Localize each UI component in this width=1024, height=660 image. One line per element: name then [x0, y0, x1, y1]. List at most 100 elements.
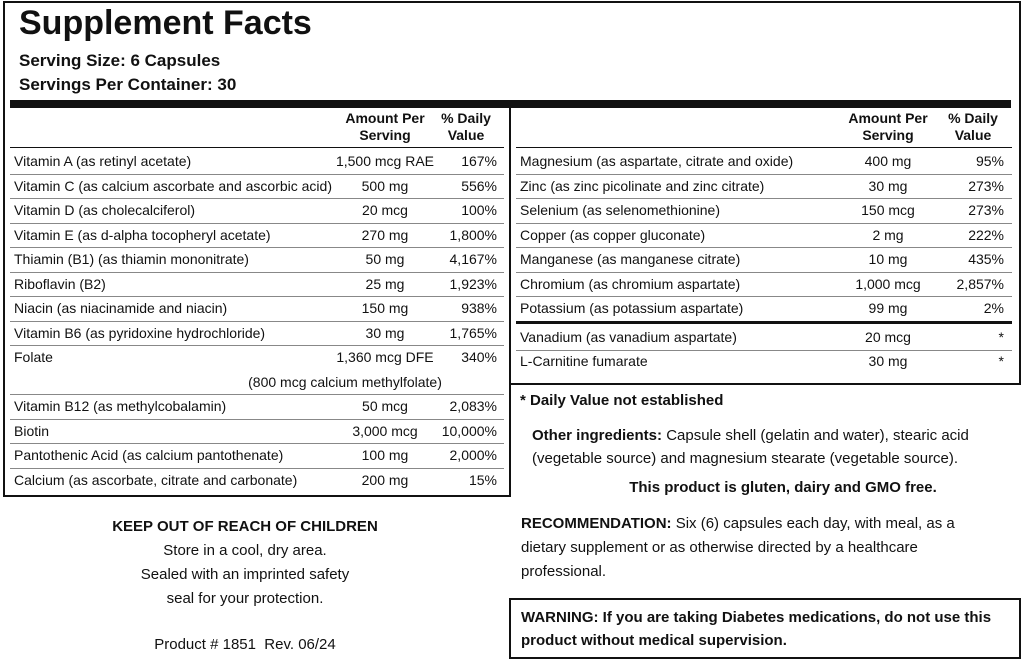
daily-value: 2,083% — [449, 398, 497, 414]
row-rule — [516, 173, 1012, 175]
row-rule — [516, 271, 1012, 273]
daily-value: 100% — [461, 202, 497, 218]
row-rule — [516, 296, 1012, 297]
amount: 30 mg — [365, 324, 405, 341]
nutrient-name: Vitamin E (as d-alpha tocopheryl acetate… — [14, 226, 271, 243]
recommendation: RECOMMENDATION: Six (6) capsules each da… — [521, 512, 991, 584]
row-rule — [10, 173, 504, 175]
amount: 99 mg — [868, 300, 908, 316]
storage-line: Sealed with an imprinted safety — [140, 566, 350, 583]
title-border — [3, 1, 1021, 105]
amount: 270 mg — [361, 226, 409, 243]
row-rule — [516, 222, 1012, 224]
row-rule — [10, 467, 504, 469]
daily-value: 15% — [468, 471, 497, 488]
amount: 20 mcg — [362, 202, 408, 218]
nutrient-name: Niacin (as niacinamide and niacin) — [14, 300, 228, 316]
amount: 200 mg — [361, 471, 409, 488]
nutrient-name: Biotin — [14, 422, 50, 439]
row-rule — [516, 247, 1012, 248]
daily-value: 1,765% — [449, 324, 497, 341]
row-rule — [10, 320, 504, 322]
nutrient-name: Vitamin A (as retinyl acetate) — [14, 153, 192, 169]
nutrient-note: (800 mcg calcium methylfolate) — [248, 373, 442, 390]
nutrient-name: L-Carnitine fumarate — [520, 353, 648, 369]
nutrient-name: Riboflavin (B2) — [14, 275, 106, 292]
row-rule — [516, 350, 1012, 351]
row-rule — [10, 394, 504, 395]
daily-value: 273% — [968, 202, 1004, 218]
title-area — [5, 3, 1019, 103]
storage-heading: KEEP OUT OF REACH OF CHILDREN — [112, 518, 378, 535]
daily-value: 10,000% — [441, 422, 497, 439]
row-rule — [516, 198, 1012, 199]
amount: 50 mcg — [362, 398, 408, 414]
daily-value: 2,000% — [449, 447, 497, 463]
amount: 500 mg — [361, 177, 409, 194]
nutrient-name: Potassium (as potassium aspartate) — [520, 300, 744, 316]
row-rule — [10, 222, 504, 224]
daily-value: 4,167% — [449, 251, 497, 267]
row-rule — [10, 247, 504, 248]
column-header: % Daily Value — [948, 110, 998, 143]
daily-value: 556% — [461, 177, 497, 194]
header-rule — [516, 147, 1012, 148]
daily-value: 167% — [461, 153, 497, 169]
group-rule — [516, 320, 1012, 324]
product-info: Product # 1851 Rev. 06/24 — [154, 636, 336, 653]
daily-value: * — [998, 353, 1004, 369]
row-rule — [10, 443, 504, 444]
nutrient-name: Vitamin D (as cholecalciferol) — [14, 202, 196, 218]
amount: 400 mg — [864, 153, 912, 169]
amount: 150 mg — [361, 300, 409, 316]
warning: WARNING: If you are taking Diabetes medi… — [521, 609, 992, 649]
header-rule — [10, 147, 504, 148]
daily-value: 2,857% — [956, 275, 1004, 292]
nutrient-name: Magnesium (as aspartate, citrate and oxi… — [520, 153, 794, 169]
storage-line: Store in a cool, dry area. — [163, 542, 327, 559]
nutrient-name: Vitamin B12 (as methylcobalamin) — [14, 398, 227, 414]
column-header: Amount Per Serving — [345, 110, 425, 143]
amount: 30 mg — [868, 353, 908, 369]
daily-value: 273% — [968, 177, 1004, 194]
daily-value: 1,800% — [449, 226, 497, 243]
nutrient-name: Copper (as copper gluconate) — [520, 226, 706, 243]
other-ingredients-text: Capsule shell (gelatin and water), stear… — [532, 427, 969, 467]
amount: 30 mg — [868, 177, 908, 194]
row-rule — [10, 198, 504, 199]
amount: 100 mg — [361, 447, 409, 463]
amount: 20 mcg — [865, 328, 911, 345]
amount: 1,500 mcg RAE — [335, 153, 435, 169]
amount: 10 mg — [868, 251, 908, 267]
row-rule — [10, 345, 504, 346]
thick-rule — [10, 100, 1011, 108]
recommendation-label: RECOMMENDATION: — [521, 515, 672, 532]
nutrient-name: Vitamin B6 (as pyridoxine hydrochloride) — [14, 324, 266, 341]
storage-line: seal for your protection. — [166, 590, 324, 607]
nutrient-name: Vitamin C (as calcium ascorbate and asco… — [14, 177, 332, 194]
daily-value: 1,923% — [449, 275, 497, 292]
nutrient-name: Vanadium (as vanadium aspartate) — [520, 328, 737, 345]
nutrient-name: Pantothenic Acid (as calcium pantothenat… — [14, 447, 284, 463]
column-header: Amount Per Serving — [848, 110, 928, 143]
amount: 1,360 mcg DFE — [336, 349, 434, 365]
other-ingredients-label: Other ingredients: — [532, 427, 663, 444]
other-ingredients: Other ingredients: Capsule shell (gelati… — [532, 424, 1002, 470]
nutrient-name: Selenium (as selenomethionine) — [520, 202, 720, 218]
daily-value: * — [998, 328, 1004, 345]
column-header: % Daily Value — [441, 110, 491, 143]
servings-per-container: Servings Per Container: 30 — [19, 75, 237, 94]
free-from: This product is gluten, dairy and GMO fr… — [629, 479, 937, 496]
amount: 1,000 mcg — [855, 275, 921, 292]
amount: 25 mg — [365, 275, 405, 292]
daily-value: 435% — [968, 251, 1004, 267]
daily-value: 938% — [461, 300, 497, 316]
amount: 150 mcg — [861, 202, 915, 218]
daily-value: 95% — [975, 153, 1004, 169]
row-rule — [10, 271, 504, 273]
amount: 3,000 mcg — [352, 422, 418, 439]
row-rule — [10, 296, 504, 297]
row-rule — [10, 418, 504, 420]
nutrient-name: Thiamin (B1) (as thiamin mononitrate) — [14, 251, 249, 267]
